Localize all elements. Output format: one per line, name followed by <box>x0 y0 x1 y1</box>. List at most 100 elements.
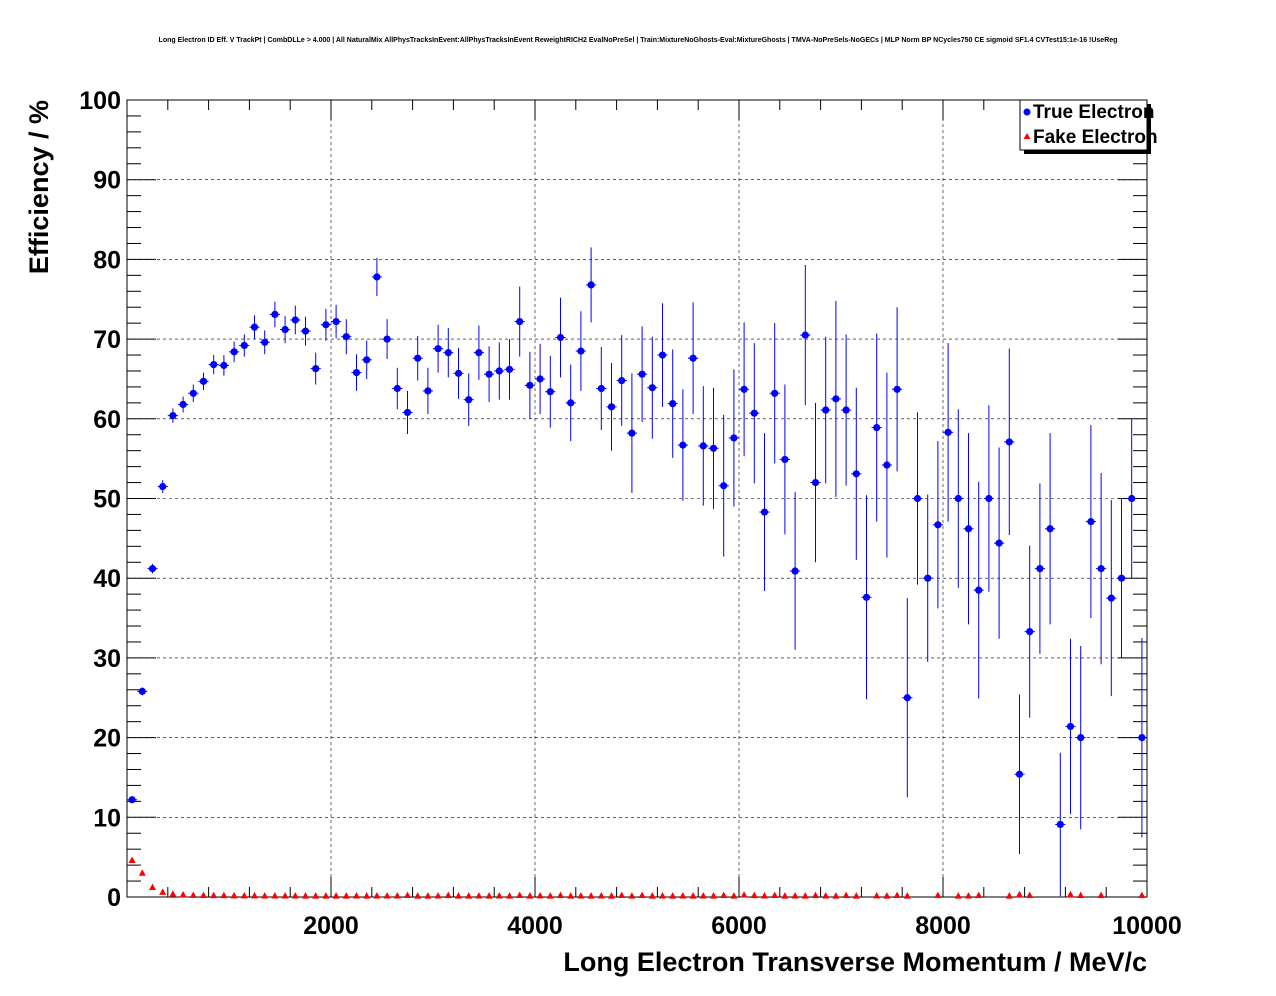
data-point <box>138 687 146 695</box>
data-point <box>761 892 768 899</box>
data-point <box>720 482 728 490</box>
data-point <box>291 892 299 899</box>
data-point <box>699 892 707 899</box>
data-point <box>424 387 432 395</box>
data-point <box>342 333 350 341</box>
data-point <box>322 321 330 329</box>
data-point <box>128 796 136 804</box>
data-point <box>516 891 524 899</box>
x-axis-label: Long Electron Transverse Momentum / MeV/… <box>563 947 1147 977</box>
data-point <box>220 891 228 899</box>
series-fake-electron <box>128 856 1146 899</box>
data-point <box>720 891 728 899</box>
x-tick-label: 4000 <box>507 912 563 940</box>
data-point <box>1067 890 1074 898</box>
data-point <box>557 891 564 899</box>
y-tick-label: 0 <box>107 884 121 912</box>
data-point <box>148 565 157 573</box>
data-point <box>1026 891 1034 899</box>
data-point <box>822 892 830 899</box>
data-point <box>648 892 656 899</box>
data-point <box>251 892 258 899</box>
data-point <box>424 892 432 899</box>
data-point <box>709 444 718 452</box>
data-point <box>832 395 840 403</box>
data-point <box>536 375 544 383</box>
data-point <box>801 331 809 339</box>
data-point <box>393 384 401 393</box>
data-point <box>944 428 952 436</box>
tick-labels: 2000 4000 6000 8000 10000 0 10 20 30 40 50 60 70 80 90… <box>79 87 1181 940</box>
data-point <box>179 400 187 409</box>
data-point <box>1015 770 1024 778</box>
data-point <box>546 892 554 899</box>
data-point <box>1005 438 1013 446</box>
data-point <box>363 356 371 364</box>
data-point <box>516 317 524 326</box>
data-point <box>414 354 422 362</box>
data-point <box>1066 722 1075 731</box>
data-point <box>618 891 626 899</box>
data-point <box>475 349 483 357</box>
data-point <box>883 461 891 469</box>
data-point <box>669 892 677 899</box>
data-point <box>506 892 513 899</box>
data-point <box>811 478 820 487</box>
legend-box <box>1019 99 1148 151</box>
data-point <box>954 494 962 503</box>
data-point <box>240 892 248 899</box>
data-point <box>434 345 442 353</box>
x-tick-label: 10000 <box>1112 912 1182 940</box>
data-point <box>393 892 401 899</box>
data-point <box>332 317 340 326</box>
data-point <box>1138 734 1146 742</box>
series-true-electron <box>127 247 1147 897</box>
data-point <box>281 892 289 899</box>
data-point <box>250 323 259 331</box>
data-point <box>1077 891 1085 899</box>
data-point <box>964 525 973 533</box>
data-point <box>893 385 901 393</box>
legend-label-fake-electron: Fake Electron <box>1033 127 1158 148</box>
data-point <box>210 361 218 369</box>
x-tick-label: 2000 <box>303 912 359 940</box>
data-point <box>1138 891 1146 899</box>
legend-label-true-electron: True Electron <box>1033 102 1154 123</box>
data-point <box>332 892 340 899</box>
data-point <box>373 892 381 899</box>
data-point <box>271 310 279 318</box>
data-point <box>587 892 595 899</box>
y-tick-label: 50 <box>93 486 121 514</box>
data-point <box>189 389 197 397</box>
data-point <box>822 406 830 414</box>
data-point <box>353 892 360 899</box>
data-point <box>781 455 789 464</box>
data-point <box>750 891 758 899</box>
data-point <box>373 273 381 281</box>
data-point <box>771 389 779 397</box>
data-point <box>771 891 779 899</box>
data-point <box>536 892 544 899</box>
data-point <box>628 892 636 899</box>
data-point <box>302 892 309 899</box>
data-point <box>1026 627 1034 636</box>
data-point <box>189 891 197 898</box>
data-point <box>883 892 891 899</box>
data-point <box>485 892 493 899</box>
data-point <box>546 388 554 396</box>
data-point <box>975 586 983 594</box>
x-tick-label: 8000 <box>915 912 971 940</box>
data-point <box>903 694 911 702</box>
data-point <box>587 281 595 289</box>
data-point <box>852 470 860 478</box>
data-point <box>730 892 738 899</box>
data-point <box>1107 594 1115 602</box>
data-point <box>597 384 605 393</box>
data-point <box>893 891 901 899</box>
data-point <box>934 521 942 529</box>
y-tick-label: 80 <box>93 246 121 274</box>
data-point <box>740 385 748 393</box>
data-point <box>750 409 758 417</box>
y-tick-label: 40 <box>93 565 121 593</box>
